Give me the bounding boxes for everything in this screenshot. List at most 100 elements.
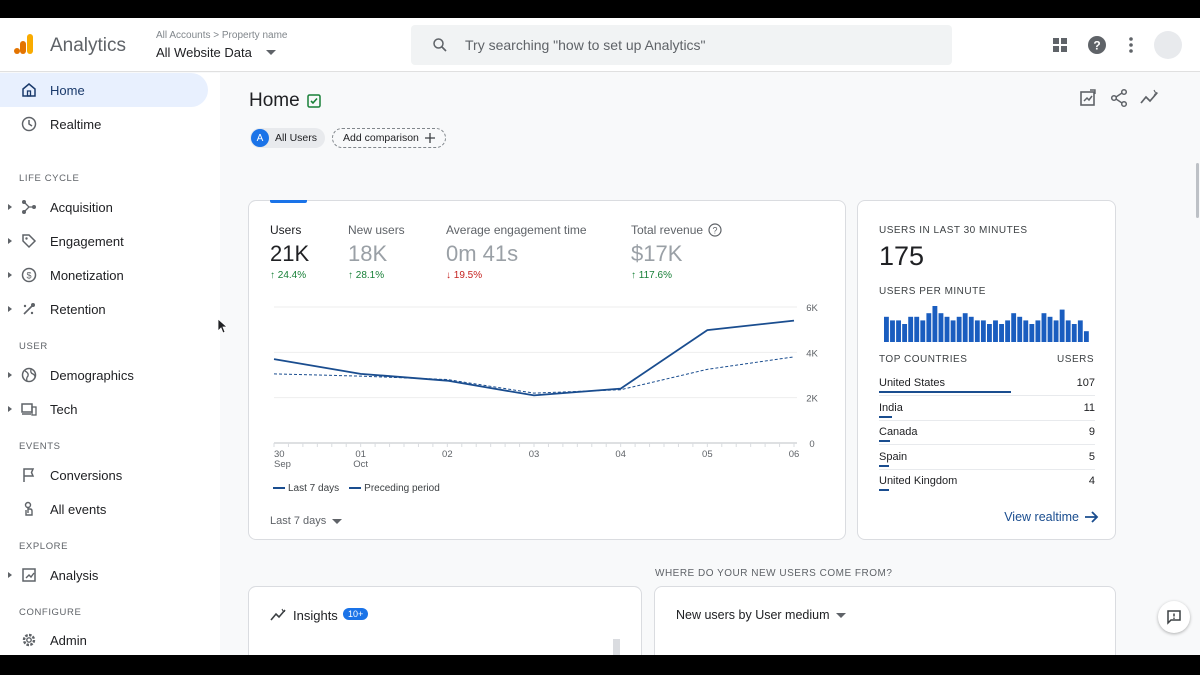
row-divider <box>879 419 1095 421</box>
x-tick-label-sub: Sep <box>274 459 291 470</box>
chart-legend: Last 7 days Preceding period <box>273 483 440 494</box>
sidebar-item-demographics[interactable]: Demographics <box>0 358 208 392</box>
apps-grid-icon[interactable] <box>1050 35 1070 55</box>
expand-arrow-icon[interactable] <box>8 238 12 244</box>
insights-scrollbar[interactable] <box>613 639 620 655</box>
breadcrumb-property[interactable]: Property name <box>221 30 288 41</box>
analytics-logo-icon <box>14 34 33 54</box>
minute-bar <box>1083 331 1089 342</box>
more-vert-icon[interactable] <box>1121 35 1141 55</box>
metric-tab-new-users[interactable]: New users 18K ↑ 28.1% <box>348 223 405 281</box>
sidebar-label-demographics: Demographics <box>50 367 134 383</box>
view-realtime-link[interactable]: View realtime <box>1004 510 1099 524</box>
chip-avatar: A <box>251 129 269 147</box>
sidebar-item-tech[interactable]: Tech <box>0 392 208 426</box>
country-row[interactable]: United Kingdom 4 <box>879 475 1095 499</box>
breadcrumb[interactable]: All Accounts > Property name <box>156 30 287 41</box>
minute-bar <box>999 324 1004 342</box>
minute-bar <box>938 313 944 342</box>
page-scrollbar[interactable] <box>1196 163 1199 218</box>
sidebar-item-realtime[interactable]: Realtime <box>0 107 208 141</box>
sidebar-label-monetization: Monetization <box>50 267 124 283</box>
account-avatar[interactable] <box>1154 31 1182 59</box>
medium-dropdown[interactable]: New users by User medium <box>676 608 846 622</box>
top-bar: Analytics All Accounts > Property name A… <box>0 18 1200 72</box>
analysis-icon <box>22 568 36 582</box>
country-row[interactable]: United States 107 <box>879 377 1095 401</box>
sidebar-item-all-events[interactable]: All events <box>0 492 208 526</box>
page-title-text: Home <box>249 90 300 111</box>
minute-bar <box>932 306 938 342</box>
expand-arrow-icon[interactable] <box>8 406 12 412</box>
section-label-user: USER <box>19 341 48 352</box>
x-tick-label: 03 <box>529 449 540 460</box>
sidebar-label-conversions: Conversions <box>50 467 123 483</box>
svg-text:$: $ <box>26 271 31 281</box>
caret-down-icon <box>265 50 276 55</box>
metric-label: Users <box>270 223 302 237</box>
top-countries-header: TOP COUNTRIES <box>879 354 968 365</box>
help-outline-icon[interactable]: ? <box>708 223 722 237</box>
expand-arrow-icon[interactable] <box>8 572 12 578</box>
country-row[interactable]: India 11 <box>879 402 1095 426</box>
flag-icon <box>23 468 35 482</box>
y-tick-label: 4K <box>806 348 818 359</box>
section-label-events: EVENTS <box>19 441 61 452</box>
add-comparison-button[interactable]: Add comparison <box>332 128 446 148</box>
minute-bar <box>884 316 889 342</box>
view-realtime-label: View realtime <box>1004 510 1079 524</box>
search-bar[interactable]: Try searching "how to set up Analytics" <box>411 25 952 65</box>
expand-arrow-icon[interactable] <box>8 306 12 312</box>
y-tick-label: 6K <box>806 303 818 314</box>
country-share-bar <box>879 391 1011 393</box>
help-icon[interactable]: ? <box>1087 35 1107 55</box>
sidebar-label-retention: Retention <box>50 301 106 317</box>
date-range-dropdown[interactable]: Last 7 days <box>270 515 343 527</box>
minute-bar <box>1005 320 1011 342</box>
metric-tab-avg-engagement[interactable]: Average engagement time 0m 41s ↓ 19.5% <box>446 223 587 281</box>
country-row[interactable]: Spain 5 <box>879 451 1095 475</box>
country-users: 4 <box>1088 475 1095 487</box>
svg-text:?: ? <box>1093 39 1100 53</box>
metric-tab-total-revenue[interactable]: Total revenue ? $17K ↑ 117.6% <box>631 223 722 281</box>
search-icon <box>433 38 447 52</box>
minute-bar <box>1035 320 1041 342</box>
sidebar-item-admin[interactable]: Admin <box>0 623 208 655</box>
sidebar-item-home[interactable]: Home <box>0 73 208 107</box>
share-icon[interactable] <box>1109 88 1129 108</box>
metric-tab-users[interactable]: Users 21K ↑ 24.4% <box>270 223 309 281</box>
sidebar-item-conversions[interactable]: Conversions <box>0 458 208 492</box>
comparison-chip-all-users[interactable]: A All Users <box>250 128 326 148</box>
insights-count-badge: 10+ <box>343 608 369 620</box>
sidebar-item-engagement[interactable]: Engagement <box>0 224 208 258</box>
feedback-button[interactable] <box>1158 601 1190 633</box>
minute-bar <box>914 316 920 342</box>
sidebar-item-analysis[interactable]: Analysis <box>0 558 208 592</box>
expand-arrow-icon[interactable] <box>8 204 12 210</box>
touch-icon <box>24 501 33 516</box>
insights-trend-icon <box>270 608 286 621</box>
expand-arrow-icon[interactable] <box>8 372 12 378</box>
x-tick-label: 01 <box>355 449 366 460</box>
insights-sparkle-icon[interactable] <box>1139 88 1159 108</box>
expand-arrow-icon[interactable] <box>8 272 12 278</box>
retention-icon <box>23 303 35 315</box>
country-row[interactable]: Canada 9 <box>879 426 1095 450</box>
caret-down-icon <box>332 518 343 524</box>
verified-check-icon <box>306 94 321 108</box>
gear-icon <box>22 633 36 647</box>
metric-label: Total revenue ? <box>631 223 722 237</box>
sidebar-item-retention[interactable]: Retention <box>0 292 208 326</box>
sidebar-label-engagement: Engagement <box>50 233 124 249</box>
country-share-bar <box>879 415 892 418</box>
customize-report-icon[interactable] <box>1078 88 1098 108</box>
country-users: 9 <box>1088 426 1095 438</box>
sidebar-item-acquisition[interactable]: Acquisition <box>0 190 208 224</box>
property-selector[interactable]: All Website Data <box>156 45 276 60</box>
breadcrumb-accounts[interactable]: All Accounts <box>156 30 211 41</box>
minute-bar <box>1023 320 1029 342</box>
country-name: Canada <box>879 426 918 438</box>
metric-value: 21K <box>270 241 310 266</box>
minute-bar <box>980 320 986 342</box>
sidebar-item-monetization[interactable]: $ Monetization <box>0 258 208 292</box>
